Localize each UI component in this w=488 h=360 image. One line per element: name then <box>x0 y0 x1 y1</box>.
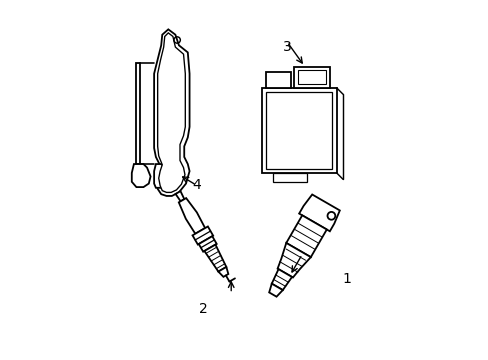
Polygon shape <box>273 173 306 182</box>
Polygon shape <box>218 267 228 277</box>
Polygon shape <box>132 164 150 187</box>
Polygon shape <box>204 244 226 271</box>
Polygon shape <box>179 198 204 234</box>
Polygon shape <box>175 191 184 201</box>
Polygon shape <box>192 226 213 244</box>
Polygon shape <box>262 88 336 173</box>
Polygon shape <box>285 215 326 257</box>
Text: 3: 3 <box>282 40 291 54</box>
Polygon shape <box>268 284 282 297</box>
Polygon shape <box>277 243 310 278</box>
Text: 4: 4 <box>192 178 201 192</box>
Polygon shape <box>293 67 329 88</box>
Polygon shape <box>265 72 290 88</box>
Polygon shape <box>198 236 216 252</box>
Polygon shape <box>271 269 291 290</box>
Text: 1: 1 <box>342 272 351 286</box>
Polygon shape <box>297 70 325 84</box>
Polygon shape <box>136 63 140 164</box>
Polygon shape <box>157 33 185 192</box>
Polygon shape <box>299 194 339 231</box>
Circle shape <box>327 212 335 220</box>
Polygon shape <box>266 92 332 168</box>
Text: 2: 2 <box>199 302 208 316</box>
Polygon shape <box>154 164 168 188</box>
Polygon shape <box>154 30 189 196</box>
